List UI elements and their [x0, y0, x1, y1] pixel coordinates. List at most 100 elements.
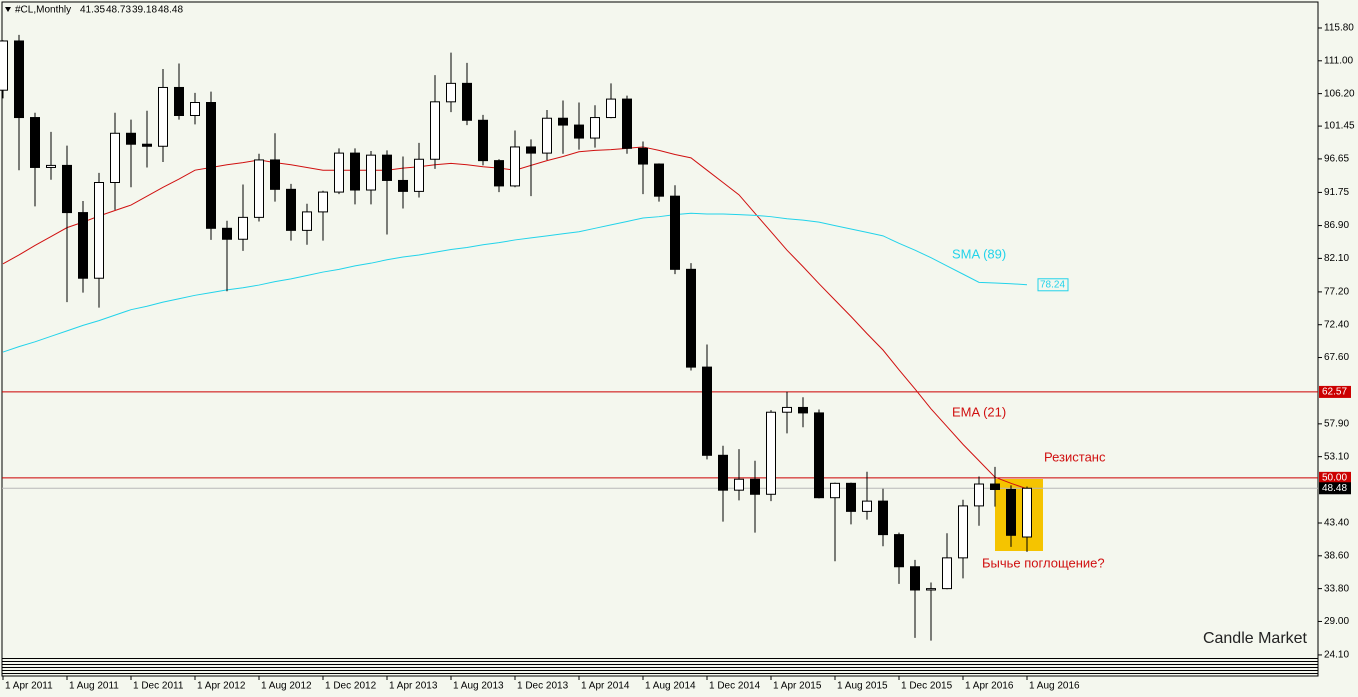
x-tick-label: 1 Aug 2014	[645, 681, 696, 692]
y-tick-label: 86.90	[1324, 220, 1349, 231]
candle-body	[302, 211, 312, 231]
candle-body	[862, 500, 872, 512]
chart-title: #CL,Monthly	[15, 5, 71, 16]
x-tick-label: 1 Apr 2012	[197, 681, 246, 692]
candle-body	[574, 124, 584, 139]
y-tick-label: 111.00	[1324, 55, 1354, 66]
ma-line	[2, 212, 1028, 353]
y-tick-label: 91.75	[1324, 187, 1349, 198]
candle-body	[926, 588, 936, 591]
candle-body	[622, 98, 632, 149]
x-tick-label: 1 Dec 2013	[517, 681, 569, 692]
x-tick-label: 1 Apr 2016	[965, 681, 1014, 692]
candle-body	[446, 82, 456, 103]
candle-body	[254, 159, 264, 218]
y-tick-label: 82.10	[1324, 253, 1349, 264]
candle-body	[158, 86, 168, 147]
candle-body	[382, 154, 392, 181]
price-label-box	[1319, 482, 1351, 495]
candle-body	[222, 227, 232, 240]
y-tick-label: 101.45	[1324, 121, 1355, 132]
highlight-box	[995, 479, 1043, 551]
ma-label: SMA (89)	[952, 246, 1006, 261]
annotation: Бычье поглощение?	[982, 555, 1105, 570]
y-tick-label: 77.20	[1324, 287, 1349, 298]
x-tick-label: 1 Dec 2014	[709, 681, 761, 692]
candle-body	[830, 482, 840, 499]
candle-body	[430, 101, 440, 160]
header-low: 39.18	[132, 5, 157, 16]
candle-body	[110, 132, 120, 184]
candle-body	[974, 483, 984, 507]
plot-frame	[1, 1, 1319, 677]
candle-body	[526, 146, 536, 154]
x-tick-label: 1 Aug 2013	[453, 681, 504, 692]
y-tick-label: 96.65	[1324, 154, 1349, 165]
candle-body	[462, 82, 472, 121]
x-tick-label: 1 Aug 2015	[837, 681, 888, 692]
candle-body	[414, 158, 424, 192]
x-tick-label: 1 Dec 2012	[325, 681, 377, 692]
x-tick-label: 1 Apr 2014	[581, 681, 630, 692]
candle-body	[910, 566, 920, 591]
candle-body	[542, 117, 552, 154]
candle-body	[990, 483, 1000, 490]
candle-body	[206, 102, 216, 229]
candle-body	[686, 268, 696, 368]
level-label: 62.57	[1322, 387, 1347, 398]
candle-body	[174, 86, 184, 116]
candle-body	[878, 500, 888, 536]
candle-body	[718, 454, 728, 491]
y-tick-label: 106.20	[1324, 88, 1355, 99]
y-tick-label: 115.80	[1324, 23, 1354, 34]
candle-body	[670, 195, 680, 270]
x-tick-label: 1 Dec 2011	[133, 681, 184, 692]
ma-value-label: 78.24	[1040, 279, 1065, 290]
candle-body	[478, 119, 488, 162]
candle-body	[286, 188, 296, 231]
ma-label: EMA (21)	[952, 404, 1006, 419]
candle-body	[398, 179, 408, 192]
y-tick-label: 53.10	[1324, 451, 1349, 462]
bottom-stripes	[2, 658, 1318, 674]
watermark: Candle Market	[1203, 630, 1308, 647]
header-close: 48.48	[158, 5, 183, 16]
candle-body	[1022, 487, 1032, 538]
candle-body	[846, 482, 856, 512]
candle-body	[334, 152, 344, 193]
candle-body	[750, 478, 760, 495]
candle-body	[350, 152, 360, 191]
candle-body	[638, 147, 648, 165]
candle-body	[1006, 488, 1016, 536]
candle-body	[590, 117, 600, 139]
candle-body	[14, 40, 24, 119]
y-tick-label: 38.60	[1324, 550, 1349, 561]
level-label: 50.00	[1322, 473, 1347, 484]
candle-body	[766, 411, 776, 495]
candle-body	[62, 164, 72, 214]
candle-body	[142, 143, 152, 147]
y-tick-label: 29.00	[1324, 616, 1349, 627]
x-tick-label: 1 Apr 2011	[5, 681, 53, 692]
candle-body	[958, 505, 968, 559]
header-high: 48.73	[106, 5, 131, 16]
candle-body	[126, 132, 136, 145]
x-tick-label: 1 Aug 2016	[1029, 681, 1080, 692]
candle-body	[814, 412, 824, 499]
candle-body	[942, 557, 952, 590]
y-tick-label: 33.80	[1324, 583, 1349, 594]
y-tick-label: 72.40	[1324, 319, 1349, 330]
annotation: Резистанс	[1044, 449, 1106, 464]
price-label: 48.48	[1322, 483, 1347, 494]
candle-body	[46, 164, 56, 168]
candle-body	[558, 117, 568, 126]
candle-body	[238, 216, 248, 240]
candle-body	[494, 160, 504, 187]
y-tick-label: 43.40	[1324, 518, 1349, 529]
header-open: 41.35	[80, 5, 105, 16]
candle-body	[0, 40, 8, 91]
candle-body	[318, 191, 328, 213]
ma-value-box	[1037, 278, 1069, 292]
